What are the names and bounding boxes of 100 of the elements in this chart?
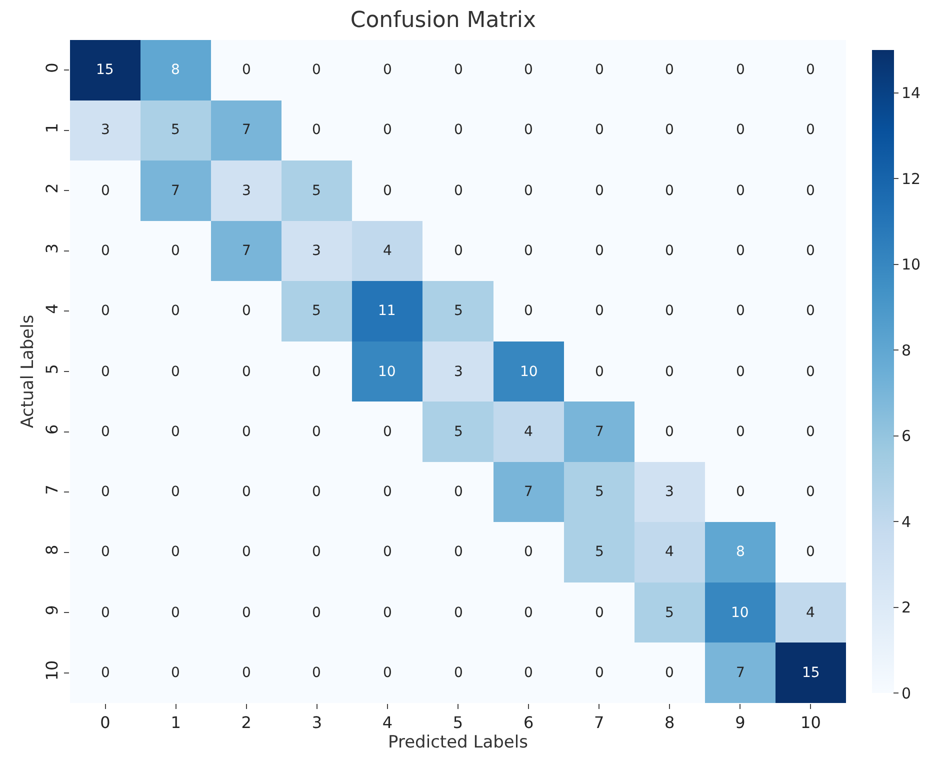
x-tick-label: 2 [241,713,252,732]
data-label: 10 [520,364,538,380]
data-label: 0 [524,122,533,138]
data-label: 0 [595,122,604,138]
y-tick-label: 1 [42,122,62,134]
data-label: 4 [383,243,392,259]
x-tick-label: 0 [100,713,110,732]
data-label: 5 [595,544,604,560]
data-label: 3 [312,243,321,259]
y-tick-label: 0 [42,62,62,73]
data-label: 7 [171,183,180,199]
x-tick-label: 8 [664,713,675,732]
data-label: 0 [524,303,533,319]
data-label: 5 [454,424,463,440]
data-label: 0 [383,544,392,560]
data-label: 0 [312,62,321,78]
data-label: 0 [665,62,674,78]
data-label: 0 [101,544,110,560]
data-label: 0 [101,424,110,440]
data-label: 4 [524,424,533,440]
data-label: 0 [312,364,321,380]
chart-title: Confusion Matrix [350,8,536,33]
data-label: 0 [595,605,604,621]
data-label: 0 [665,364,674,380]
data-label: 0 [524,183,533,199]
data-label: 15 [802,665,820,681]
data-label: 7 [595,424,604,440]
data-label: 0 [242,665,251,681]
color-bar-label: 2 [902,598,912,617]
data-label: 15 [96,62,114,78]
data-label: 0 [736,122,745,138]
data-label: 0 [454,605,463,621]
data-label: 0 [171,544,180,560]
data-label: 0 [171,243,180,259]
data-label: 0 [736,243,745,259]
x-tick-label: 1 [170,713,181,732]
data-label: 0 [312,665,321,681]
data-label: 0 [524,62,533,78]
data-label: 0 [242,484,251,500]
color-bar-label: 10 [902,256,921,274]
y-tick-label: 3 [42,243,62,254]
data-label: 0 [101,605,110,621]
data-label: 7 [242,243,251,259]
data-label: 0 [736,303,745,319]
data-label: 0 [383,665,392,681]
data-label: 0 [736,484,745,500]
y-tick-label: 8 [42,544,62,556]
data-label: 0 [524,605,533,621]
data-label: 4 [806,605,815,621]
data-label: 5 [312,303,321,319]
data-label: 0 [101,665,110,681]
color-bar-label: 14 [902,84,921,102]
data-label: 0 [454,183,463,199]
data-label: 0 [806,484,815,500]
data-label: 0 [171,484,180,500]
data-label: 0 [595,183,604,199]
data-label: 0 [171,424,180,440]
data-label: 0 [595,243,604,259]
data-label: 8 [736,544,745,560]
data-label: 0 [171,303,180,319]
data-label: 0 [101,243,110,259]
data-label: 3 [454,364,463,380]
y-tick-label: 5 [42,364,62,374]
data-label: 0 [665,303,674,319]
data-label: 0 [806,122,815,138]
color-bar-label: 4 [902,512,912,531]
data-label: 0 [454,484,463,500]
data-label: 0 [101,484,110,500]
data-label: 0 [101,303,110,319]
data-label: 7 [242,122,251,138]
data-label: 0 [383,424,392,440]
y-tick-label: 2 [42,183,62,194]
data-label: 0 [383,605,392,621]
color-bar-label: 8 [902,341,912,360]
data-label: 5 [171,122,180,138]
data-label: 10 [378,364,396,380]
data-label: 0 [665,243,674,259]
data-label: 0 [806,424,815,440]
data-label: 0 [665,424,674,440]
data-label: 0 [242,605,251,621]
data-label: 0 [383,122,392,138]
x-tick-label: 4 [382,713,393,732]
data-label: 5 [454,303,463,319]
data-label: 0 [171,665,180,681]
data-label: 0 [595,364,604,380]
data-label: 0 [806,183,815,199]
data-label: 0 [595,62,604,78]
data-label: 0 [454,122,463,138]
data-label: 0 [242,544,251,560]
data-label: 0 [736,183,745,199]
data-label: 0 [171,605,180,621]
data-label: 0 [806,364,815,380]
color-bar-label: 12 [902,170,921,188]
data-label: 0 [383,484,392,500]
y-tick-label: 4 [42,304,62,314]
data-label: 0 [312,484,321,500]
data-label: 0 [736,364,745,380]
color-bar-label: 0 [902,684,912,702]
data-label: 0 [665,183,674,199]
data-label: 11 [378,303,396,319]
